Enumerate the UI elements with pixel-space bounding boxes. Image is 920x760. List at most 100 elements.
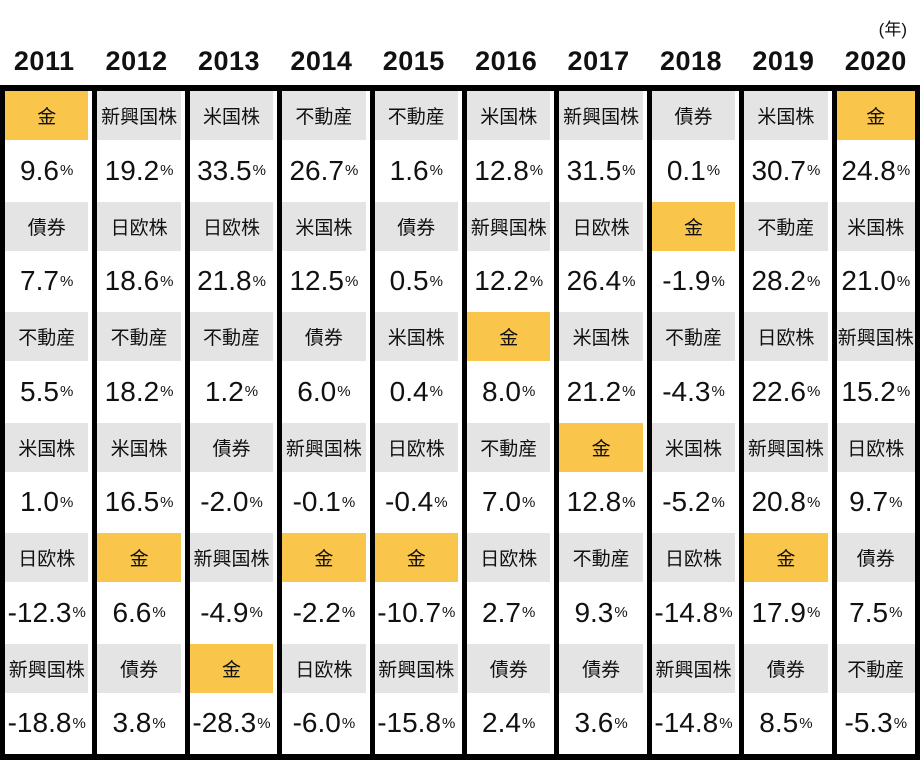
year-column-2019: 米国株 30.7% 不動産 28.2% 日欧株 22.6% 新興国株 20.8% 金 17.9% 債… (739, 91, 828, 754)
return-value: -12.3% (5, 582, 89, 644)
return-number: 22.6 (751, 375, 806, 407)
rank-block: 債券 7.7% (5, 201, 89, 312)
asset-label: 日欧株 (836, 422, 915, 472)
percent-sign: % (806, 493, 821, 511)
return-value: -5.2% (651, 471, 736, 533)
rank-block: 金 17.9% (744, 533, 828, 644)
return-number: 24.8 (841, 154, 896, 186)
return-value: -6.0% (282, 692, 366, 754)
return-value: 17.9% (744, 582, 828, 644)
asset-label: 新興国株 (374, 643, 458, 693)
return-number: 7.0 (482, 486, 521, 518)
rank-block: 債券 3.8% (97, 643, 181, 754)
asset-label: 債券 (5, 201, 89, 251)
return-number: 9.7 (849, 486, 889, 518)
percent-sign: % (896, 162, 911, 180)
percent-sign: % (711, 493, 725, 511)
rank-block: 新興国株 -14.8% (651, 643, 736, 754)
return-number: 12.8 (474, 154, 529, 186)
percent-sign: % (344, 272, 359, 290)
percent-sign: % (806, 162, 821, 180)
asset-label: 日欧株 (651, 533, 736, 582)
return-value: 9.7% (836, 471, 915, 533)
asset-label: 金 (5, 91, 89, 140)
return-value: 1.0% (5, 471, 89, 533)
return-value: 7.0% (467, 471, 551, 533)
percent-sign: % (244, 383, 259, 401)
return-value: -14.8% (651, 582, 736, 644)
return-value: -10.7% (374, 582, 458, 644)
return-number: -0.4 (385, 486, 434, 518)
asset-label: 金 (651, 201, 736, 251)
return-value: 9.6% (5, 140, 89, 202)
rank-block: 新興国株 15.2% (836, 312, 915, 423)
rank-block: 不動産 26.7% (282, 91, 366, 202)
rank-block: 米国株 12.5% (282, 201, 366, 312)
percent-sign: % (889, 493, 903, 511)
asset-label: 金 (836, 91, 915, 140)
rank-block: 新興国株 19.2% (97, 91, 181, 202)
return-value: -0.1% (282, 471, 366, 533)
rank-block: 日欧株 -0.4% (374, 422, 458, 533)
year-header-2020: 2020 (844, 46, 907, 76)
asset-label: 金 (282, 533, 366, 582)
return-value: 12.2% (467, 250, 551, 312)
return-number: 2.7 (482, 596, 521, 628)
return-value: -14.8% (651, 692, 736, 754)
return-value: 24.8% (836, 140, 915, 202)
rank-block: 債券 -2.0% (189, 422, 274, 533)
return-value: 3.8% (97, 692, 181, 754)
asset-label: 新興国株 (836, 312, 915, 361)
return-number: 12.8 (566, 486, 622, 518)
return-number: -28.3 (192, 707, 257, 739)
percent-sign: % (719, 604, 733, 622)
rank-block: 新興国株 -0.1% (282, 422, 366, 533)
asset-label: 不動産 (189, 312, 274, 361)
asset-label: 金 (189, 643, 274, 693)
return-value: 21.2% (559, 361, 643, 423)
rank-block: 金 -28.3% (189, 643, 274, 754)
asset-label: 新興国株 (5, 643, 89, 693)
rank-block: 不動産 18.2% (97, 312, 181, 423)
percent-sign: % (806, 604, 821, 622)
return-value: 0.5% (374, 250, 458, 312)
asset-label: 日欧株 (97, 201, 181, 251)
return-number: 18.2 (104, 375, 160, 407)
rank-block: 日欧株 22.6% (744, 312, 828, 423)
percent-sign: % (622, 493, 636, 511)
return-value: 7.7% (5, 250, 89, 312)
percent-sign: % (59, 162, 74, 180)
return-number: -2.2 (292, 596, 341, 628)
asset-label: 債券 (467, 643, 551, 693)
percent-sign: % (711, 383, 725, 401)
return-number: 15.2 (841, 375, 896, 407)
return-value: -2.0% (189, 471, 274, 533)
rank-block: 不動産 1.2% (189, 312, 274, 423)
percent-sign: % (711, 272, 725, 290)
return-number: 19.2 (104, 154, 160, 186)
return-number: 1.6 (389, 154, 429, 186)
rank-block: 新興国株 -4.9% (189, 533, 274, 644)
rank-block: 日欧株 18.6% (97, 201, 181, 312)
asset-label: 金 (559, 422, 643, 472)
percent-sign: % (252, 272, 266, 290)
rank-block: 金 6.6% (97, 533, 181, 644)
asset-label: 新興国株 (744, 422, 828, 472)
rank-block: 不動産 1.6% (374, 91, 458, 202)
percent-sign: % (521, 714, 536, 732)
return-value: 12.8% (467, 140, 551, 202)
return-value: 2.7% (467, 582, 551, 644)
return-number: 31.5 (566, 154, 622, 186)
rank-block: 債券 7.5% (836, 533, 915, 644)
asset-label: 債券 (282, 312, 366, 361)
year-column-2014: 不動産 26.7% 米国株 12.5% 債券 6.0% 新興国株 -0.1% 金 -2.2% 日欧株… (277, 91, 366, 754)
asset-label: 不動産 (97, 312, 181, 361)
asset-label: 米国株 (374, 312, 458, 361)
return-value: 16.5% (97, 471, 181, 533)
unit-label: (年) (878, 20, 907, 39)
asset-label: 新興国株 (467, 201, 551, 251)
return-number: 3.6 (574, 707, 614, 739)
percent-sign: % (152, 714, 166, 732)
return-value: 6.0% (282, 361, 366, 423)
return-value: 30.7% (744, 140, 828, 202)
